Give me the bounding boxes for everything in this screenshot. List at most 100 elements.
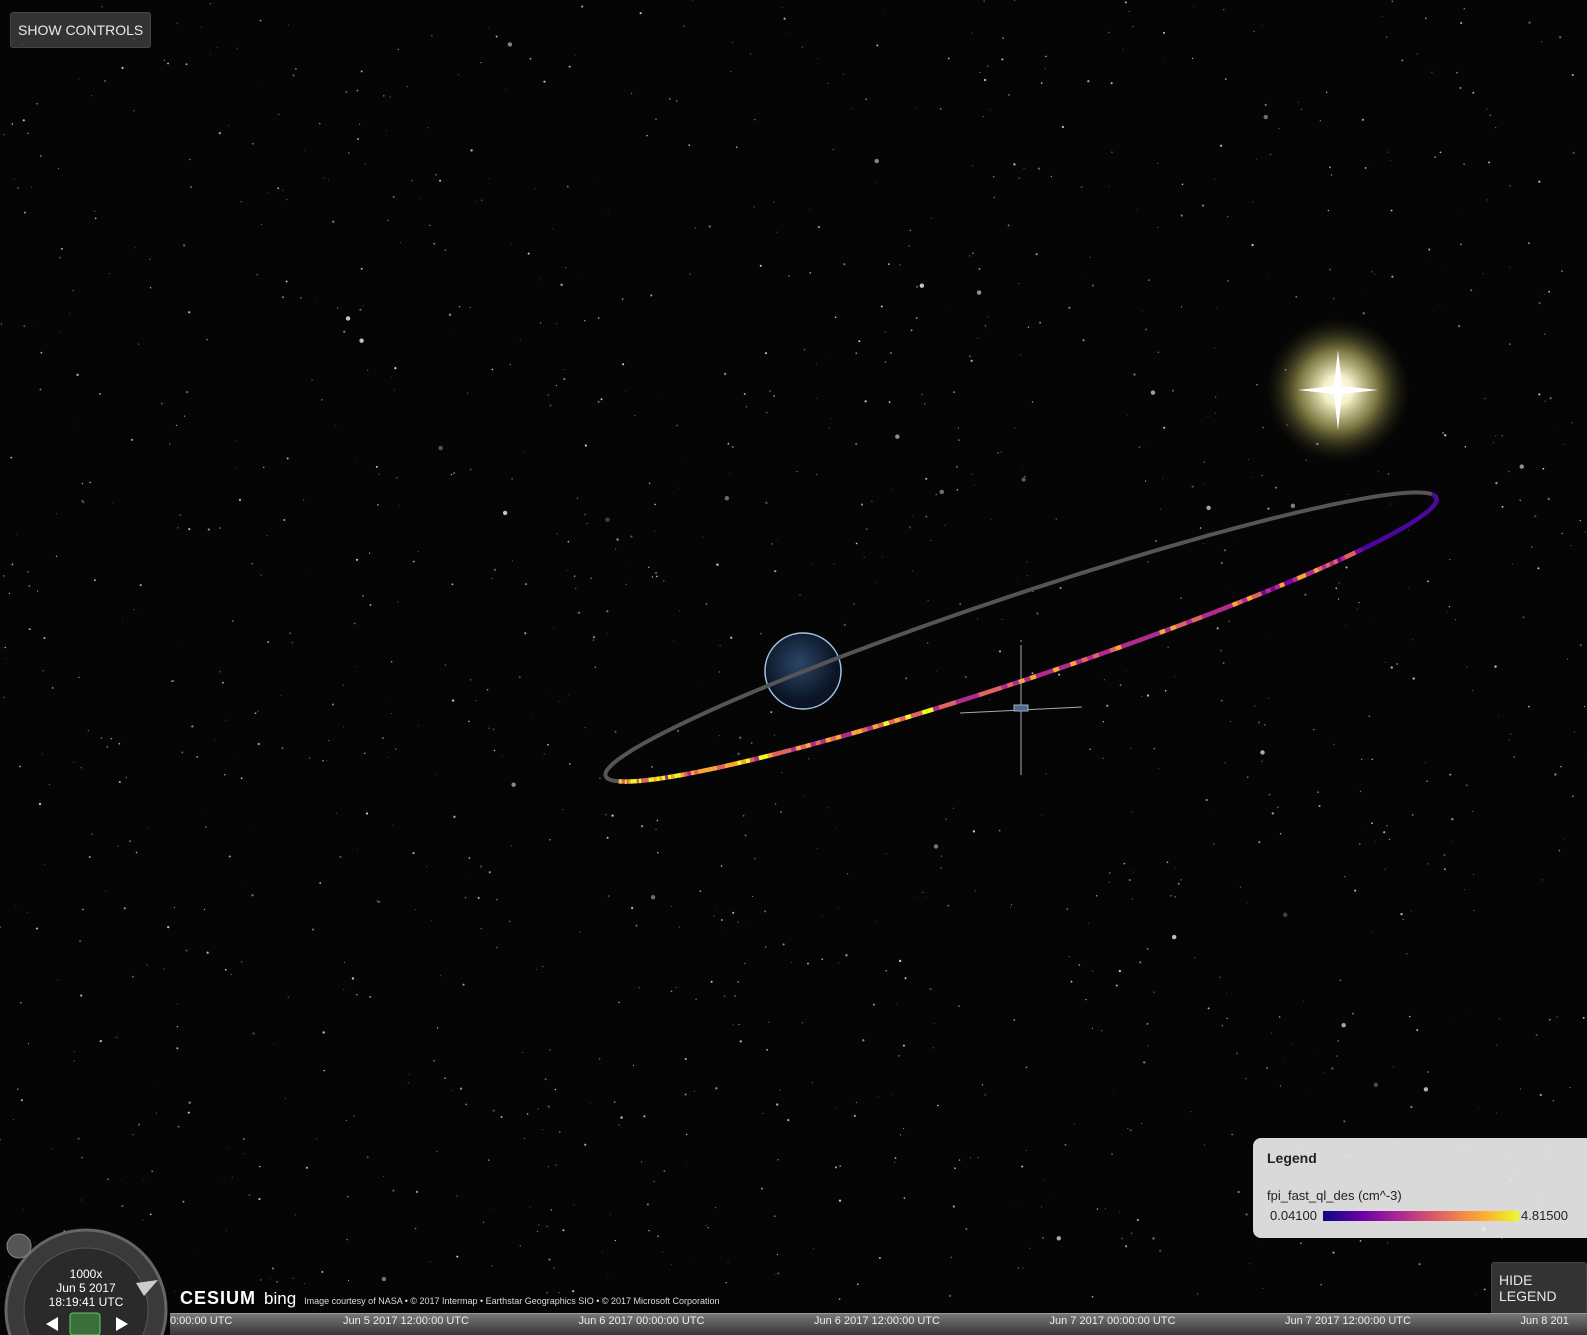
- star: [1181, 183, 1184, 186]
- star: [875, 582, 877, 583]
- star: [493, 749, 496, 752]
- star: [803, 795, 805, 797]
- orbit-segment: [1404, 523, 1410, 529]
- star: [540, 287, 542, 288]
- star: [590, 577, 592, 580]
- star: [1055, 672, 1056, 674]
- show-controls-button[interactable]: SHOW CONTROLS: [10, 12, 152, 48]
- star: [219, 670, 222, 673]
- star: [1449, 773, 1452, 776]
- star: [225, 1229, 227, 1232]
- orbit-segment: [1283, 580, 1290, 587]
- star: [950, 303, 952, 305]
- hide-legend-button[interactable]: HIDE LEGEND: [1491, 1262, 1587, 1314]
- star: [801, 1022, 804, 1024]
- star: [790, 962, 792, 964]
- orbit-segment: [1416, 515, 1421, 521]
- star: [444, 249, 447, 252]
- star: [1201, 204, 1205, 207]
- star: [908, 245, 910, 247]
- star: [1220, 699, 1223, 702]
- orbit-segment: [1427, 507, 1432, 513]
- star: [276, 1280, 279, 1283]
- star: [1162, 57, 1164, 59]
- star: [1032, 591, 1034, 593]
- star: [27, 132, 29, 135]
- star: [1370, 620, 1372, 621]
- star: [705, 603, 708, 605]
- star: [1279, 1085, 1282, 1087]
- orbit-segment: [1274, 583, 1281, 590]
- star: [235, 440, 237, 442]
- star: [1171, 934, 1177, 940]
- star: [1132, 25, 1134, 27]
- star: [339, 855, 342, 858]
- star: [993, 196, 996, 199]
- star: [1475, 1295, 1477, 1296]
- star: [234, 1290, 236, 1292]
- orbit-segment: [1350, 550, 1357, 557]
- star: [468, 720, 470, 723]
- star: [193, 1250, 195, 1252]
- star: [799, 594, 801, 596]
- star: [686, 1165, 688, 1167]
- star: [236, 47, 238, 49]
- star: [60, 247, 63, 250]
- star: [104, 80, 106, 82]
- star: [1358, 842, 1361, 845]
- star: [1157, 162, 1159, 164]
- star: [762, 1112, 764, 1115]
- orbit-segment: [1412, 518, 1417, 524]
- star: [921, 393, 923, 396]
- star: [1018, 177, 1021, 180]
- star: [1103, 679, 1105, 681]
- star: [1416, 53, 1418, 55]
- star: [1382, 16, 1384, 17]
- star: [720, 919, 723, 921]
- star: [1052, 1193, 1054, 1195]
- orbit-segment: [955, 698, 963, 705]
- star: [1495, 481, 1498, 485]
- star: [592, 636, 596, 639]
- star: [22, 1208, 24, 1210]
- star: [971, 32, 973, 34]
- star: [387, 696, 389, 698]
- timeline[interactable]: 0:00:00 UTC Jun 5 2017 12:00:00 UTC Jun 6 …: [170, 1313, 1587, 1335]
- star: [364, 752, 366, 755]
- star: [654, 571, 658, 575]
- star: [1247, 459, 1249, 461]
- star: [1248, 1263, 1250, 1265]
- star: [568, 65, 571, 68]
- star: [228, 855, 231, 858]
- star: [99, 1040, 102, 1043]
- star: [699, 890, 702, 893]
- star: [1543, 293, 1545, 295]
- star: [116, 1037, 118, 1039]
- star: [1146, 948, 1149, 950]
- star: [1019, 1207, 1021, 1209]
- star: [1011, 904, 1013, 906]
- star: [1055, 518, 1058, 520]
- star: [287, 996, 290, 999]
- star: [23, 325, 26, 328]
- star: [436, 1150, 438, 1152]
- star: [860, 503, 864, 506]
- star: [286, 457, 289, 460]
- star: [20, 1099, 23, 1102]
- star: [519, 676, 521, 678]
- star: [123, 907, 126, 910]
- star: [925, 896, 927, 898]
- star: [524, 583, 527, 586]
- orbit-segment: [1406, 521, 1412, 527]
- star: [898, 263, 901, 266]
- star: [1261, 474, 1263, 476]
- star: [607, 213, 609, 215]
- star: [511, 477, 514, 480]
- orbit-segment: [1265, 587, 1272, 594]
- star: [1561, 532, 1563, 535]
- orbit-segment: [1296, 574, 1303, 581]
- orbit-segment: [1081, 656, 1089, 663]
- orbit-segment: [1336, 557, 1343, 563]
- star: [678, 926, 681, 928]
- star: [289, 632, 292, 635]
